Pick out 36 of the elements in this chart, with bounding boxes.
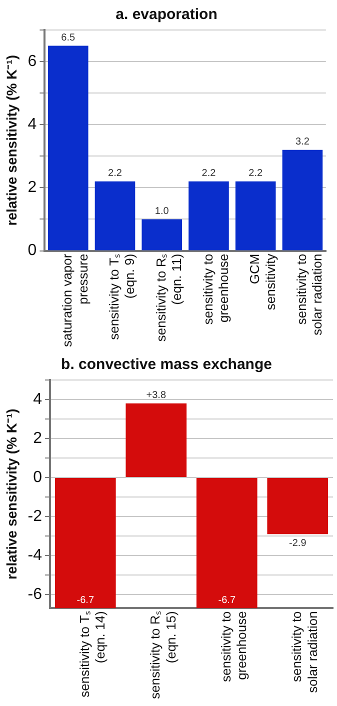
y-tick-label: -4 — [28, 546, 42, 564]
y-axis-title: relative sensitivity (% K⁻¹) — [3, 408, 20, 580]
y-tick-label: 0 — [33, 468, 42, 486]
x-tick-label: sensitivity to Tₛ (eqn. 9) — [106, 254, 138, 340]
y-tick-label: 2 — [28, 179, 37, 196]
bar — [142, 219, 182, 250]
bar — [48, 46, 88, 250]
data-label: 6.5 — [61, 32, 76, 44]
y-tick-label: 4 — [28, 116, 37, 134]
x-tick-label: sensitivity to greenhouse — [218, 611, 250, 682]
chart-title: b. convective mass exchange — [61, 356, 272, 374]
x-tick-label: sensitivity to Rₛ (eqn. 15) — [148, 611, 178, 700]
bar — [282, 150, 323, 250]
data-label: +3.8 — [146, 390, 166, 402]
y-tick-label: -6 — [28, 586, 42, 603]
bar — [94, 181, 136, 250]
data-label: -6.7 — [76, 594, 94, 606]
data-label: -2.9 — [289, 538, 307, 549]
x-tick-label: sensitivity to Tₛ (eqn. 14) — [76, 611, 108, 698]
y-tick-label: 6 — [28, 52, 37, 70]
y-tick-label: -2 — [28, 508, 42, 525]
data-label: 1.0 — [154, 206, 170, 217]
x-tick-label: saturation vapor pressure — [60, 253, 90, 348]
bar — [235, 181, 276, 250]
chart-title: a. evaporation — [116, 6, 218, 24]
y-tick-label: 2 — [33, 430, 42, 447]
data-label: 2.2 — [108, 168, 122, 180]
data-label: 2.2 — [248, 168, 263, 180]
data-label: 3.2 — [296, 136, 310, 148]
data-label: -6.7 — [218, 594, 236, 606]
data-label: 2.2 — [202, 168, 216, 180]
y-tick-label: 4 — [33, 390, 42, 408]
y-axis-title: relative sensitivity (% K⁻¹) — [3, 55, 20, 226]
bar — [188, 181, 229, 250]
y-tick-label: 0 — [28, 242, 37, 260]
x-tick-label: sensitivity to Rₛ (eqn. 11) — [153, 254, 184, 342]
